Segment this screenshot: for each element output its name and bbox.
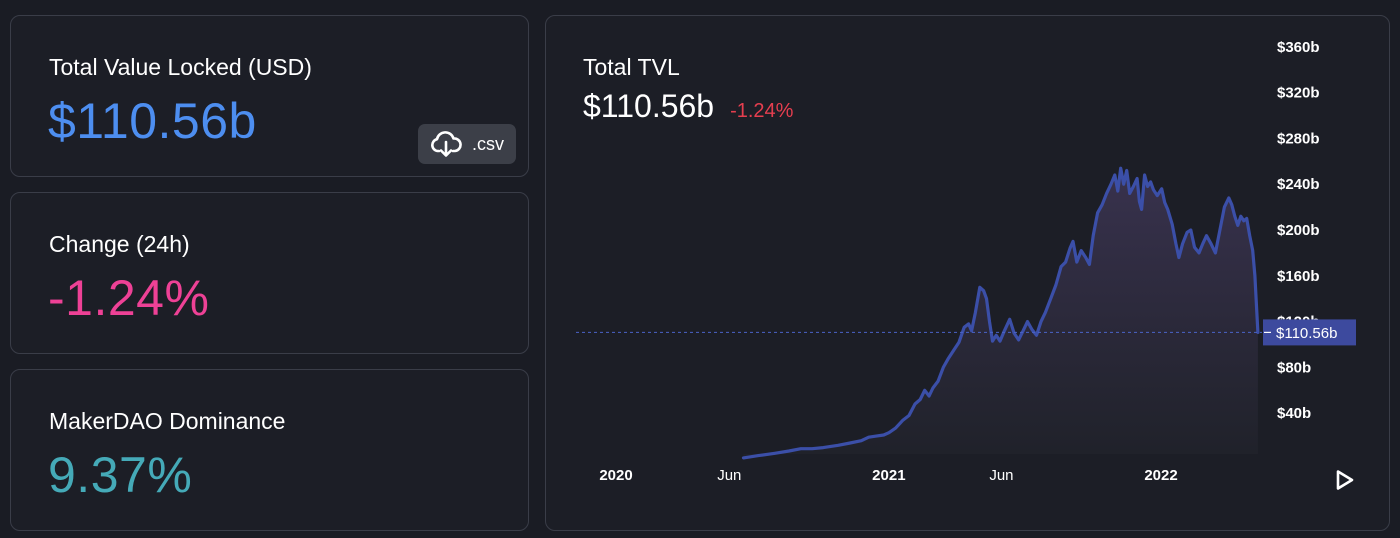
chart-headline-value: $110.56b bbox=[583, 88, 715, 124]
y-tick-label: $280b bbox=[1277, 130, 1320, 147]
y-tick-label: $200b bbox=[1277, 222, 1320, 239]
y-tick-label: $160b bbox=[1277, 268, 1320, 285]
x-tick-label: Jun bbox=[989, 467, 1013, 484]
x-tick-label: 2022 bbox=[1144, 467, 1177, 484]
y-tick-label: $240b bbox=[1277, 176, 1320, 193]
current-value-marker bbox=[1263, 319, 1356, 346]
y-tick-label: $80b bbox=[1277, 359, 1311, 376]
cloud-download-icon bbox=[431, 131, 462, 157]
tvl-series-line bbox=[741, 166, 1260, 460]
chart-headline: $110.56b -1.24% bbox=[583, 88, 793, 125]
y-tick-label: $40b bbox=[1277, 405, 1311, 422]
play-button[interactable] bbox=[1336, 470, 1354, 490]
tvl-value: $110.56b bbox=[48, 93, 257, 149]
y-tick-label: $360b bbox=[1277, 39, 1320, 56]
dominance-card: MakerDAO Dominance 9.37% bbox=[10, 369, 529, 531]
dominance-value: 9.37% bbox=[48, 447, 193, 503]
change-card: Change (24h) -1.24% bbox=[10, 192, 529, 354]
x-tick-label: 2020 bbox=[599, 467, 632, 484]
x-tick-label: 2021 bbox=[872, 467, 905, 484]
dominance-label: MakerDAO Dominance bbox=[49, 408, 286, 434]
csv-button-label: .csv bbox=[471, 133, 504, 154]
tvl-card: Total Value Locked (USD) $110.56b .csv bbox=[10, 15, 529, 177]
change-label: Change (24h) bbox=[49, 231, 190, 257]
chart-headline-change: -1.24% bbox=[730, 100, 794, 122]
change-value: -1.24% bbox=[48, 270, 210, 326]
current-value-label: $110.56b bbox=[1276, 325, 1337, 342]
y-tick-label: $320b bbox=[1277, 85, 1320, 102]
csv-download-button[interactable]: .csv bbox=[418, 124, 516, 164]
tvl-label: Total Value Locked (USD) bbox=[49, 54, 312, 80]
play-icon bbox=[1336, 470, 1354, 490]
tvl-area-fill bbox=[743, 168, 1258, 458]
x-tick-label: Jun bbox=[717, 467, 741, 484]
chart-title: Total TVL bbox=[583, 54, 680, 80]
